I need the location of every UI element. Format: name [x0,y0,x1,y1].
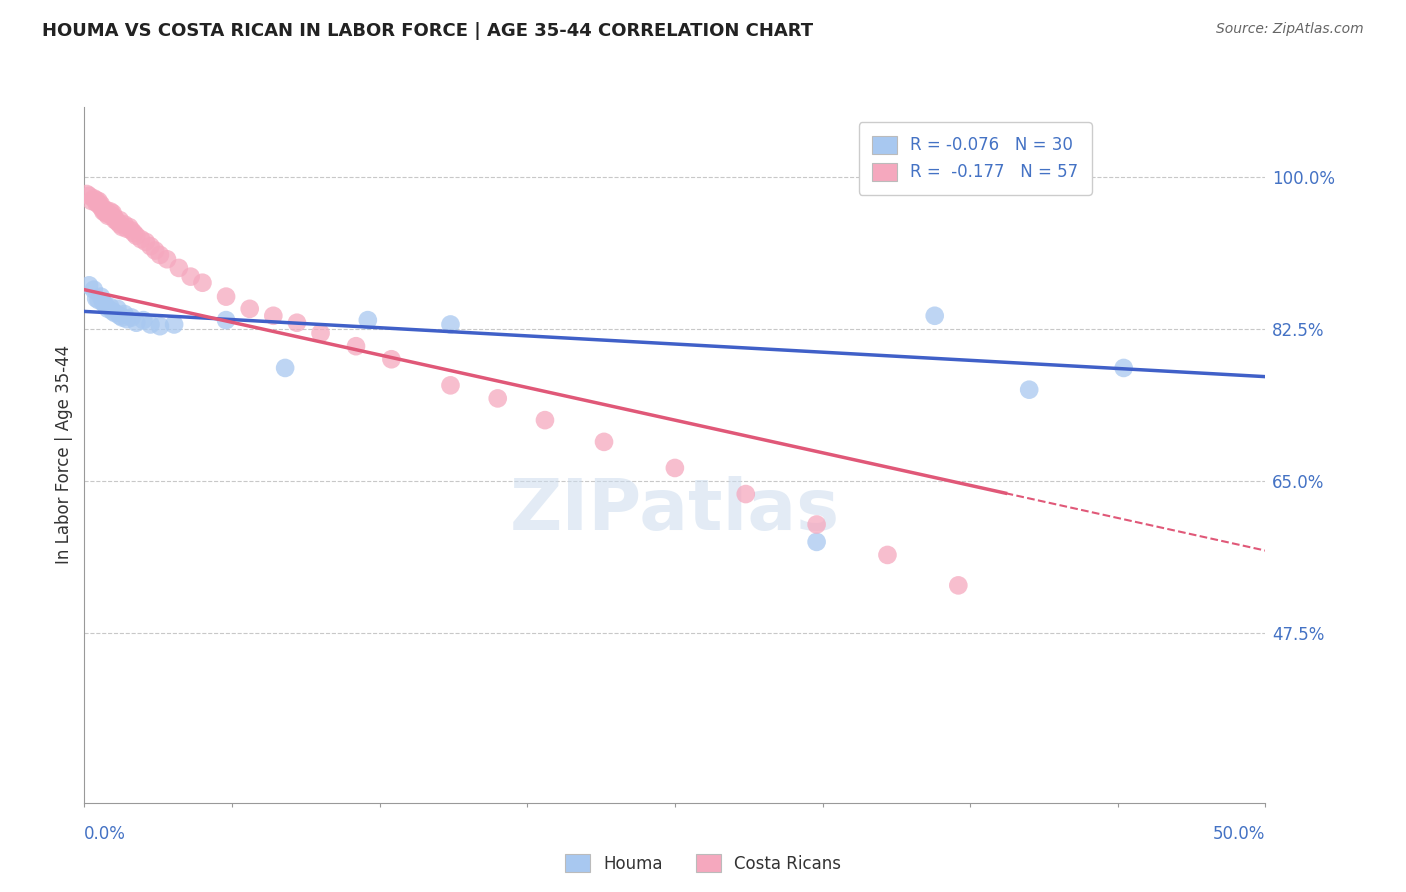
Point [734,487,756,501]
Point [108,213,131,227]
Point [90,197,112,211]
Point [924,309,946,323]
Point [344,339,367,353]
Point [98,204,121,219]
Legend: R = -0.076   N = 30, R =  -0.177   N = 57: R = -0.076 N = 30, R = -0.177 N = 57 [859,122,1091,194]
Point [167,260,190,275]
Point [114,307,136,321]
Point [534,413,557,427]
Point [84,291,107,305]
Point [380,352,402,367]
Point [98,208,121,222]
Point [111,220,134,235]
Point [132,313,155,327]
Point [262,309,284,323]
Point [139,239,162,253]
Point [125,228,148,243]
Point [274,360,297,375]
Point [118,220,141,235]
Point [90,200,112,214]
Point [285,316,308,330]
Point [215,290,238,304]
Point [97,206,120,220]
Point [114,218,136,232]
Point [101,206,124,220]
Point [104,306,127,320]
Point [1112,360,1135,375]
Point [87,194,110,208]
Point [309,326,332,341]
Point [91,204,114,219]
Point [121,223,143,237]
Point [122,226,145,240]
Legend: Houma, Costa Ricans: Houma, Costa Ricans [558,847,848,880]
Point [97,301,120,316]
Point [149,319,172,334]
Point [948,578,970,592]
Point [486,392,509,406]
Point [101,209,124,223]
Point [91,202,114,217]
Point [664,461,686,475]
Point [80,194,103,208]
Point [143,244,166,258]
Point [806,517,828,532]
Point [91,295,114,310]
Point [77,188,100,202]
Point [111,310,134,325]
Point [101,304,124,318]
Point [87,197,110,211]
Point [439,318,461,332]
Text: 50.0%: 50.0% [1213,825,1265,843]
Point [139,318,162,332]
Point [94,206,117,220]
Point [115,312,138,326]
Point [149,248,172,262]
Point [239,301,262,316]
Point [125,316,148,330]
Point [876,548,898,562]
Point [94,202,117,217]
Point [108,309,131,323]
Point [806,535,828,549]
Point [129,232,152,246]
Point [156,252,179,267]
Point [77,278,100,293]
Point [84,195,107,210]
Point [180,269,202,284]
Point [76,187,98,202]
Point [135,235,157,249]
Text: HOUMA VS COSTA RICAN IN LABOR FORCE | AGE 35-44 CORRELATION CHART: HOUMA VS COSTA RICAN IN LABOR FORCE | AG… [42,22,813,40]
Point [107,215,129,229]
Point [215,313,238,327]
Point [83,191,105,205]
Point [593,434,616,449]
Text: Source: ZipAtlas.com: Source: ZipAtlas.com [1216,22,1364,37]
Point [439,378,461,392]
Point [97,209,120,223]
Point [357,313,380,327]
Point [87,293,110,307]
Point [98,300,121,314]
Point [1018,383,1040,397]
Point [121,310,143,325]
Point [104,211,127,226]
Point [191,276,214,290]
Point [107,301,129,316]
Point [115,222,138,236]
Text: ZIPatlas: ZIPatlas [510,476,839,545]
Y-axis label: In Labor Force | Age 35-44: In Labor Force | Age 35-44 [55,345,73,565]
Point [83,283,105,297]
Point [163,318,186,332]
Text: 0.0%: 0.0% [84,825,127,843]
Point [90,290,112,304]
Point [84,193,107,207]
Point [108,218,131,232]
Point [104,213,127,227]
Point [94,298,117,312]
